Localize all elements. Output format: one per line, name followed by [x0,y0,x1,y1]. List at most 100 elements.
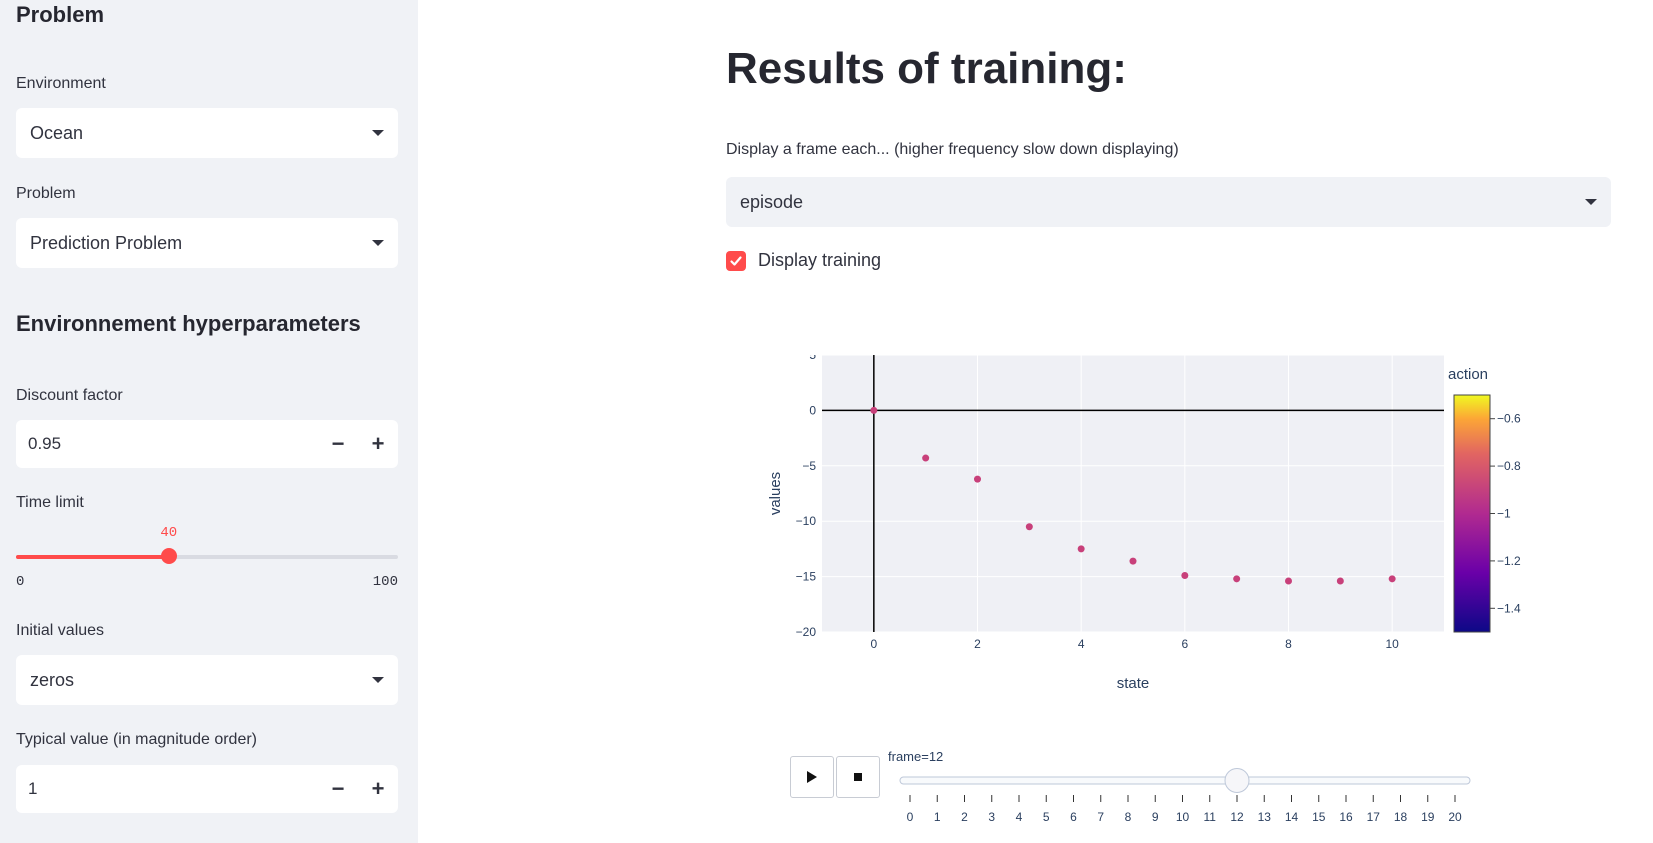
y-tick-label: −20 [796,625,817,639]
slider-value: 40 [160,525,178,541]
data-point[interactable] [1025,523,1033,531]
frame-tick-label: 0 [907,810,914,824]
frame-tick-label: 4 [1016,810,1023,824]
problem-value: Prediction Problem [30,232,183,253]
y-tick-label: 5 [809,355,816,362]
discount-factor-label: Discount factor [16,387,123,404]
frame-tick-label: 14 [1285,810,1299,824]
x-tick-labels: 0 2 4 6 8 10 [870,637,1399,651]
frame-tick-label: 11 [1204,810,1217,824]
frame-tick-label: 3 [988,810,995,824]
frame-tick-label: 17 [1367,810,1381,824]
env-hyperparameters-heading: Environnement hyperparameters [16,311,361,336]
chevron-down-icon [372,677,384,683]
time-limit-label: Time limit [16,494,84,511]
chevron-down-icon [372,130,384,136]
data-point[interactable] [1233,575,1241,583]
initial-values-label: Initial values [16,622,105,639]
frame-ticks: 0 1 2 3 4 5 6 7 8 9 10 11 12 13 14 15 16 17 18 19 20 [907,795,1462,824]
initial-values-value: zeros [30,669,75,690]
data-points[interactable] [870,406,1396,585]
frame-slider[interactable]: 0 1 2 3 4 5 6 7 8 9 10 11 12 13 14 15 16 17 18 19 20 [890,768,1490,828]
plot-area [822,355,1444,632]
problem-heading: Problem [16,2,105,27]
colorbar-tick-label: −0.8 [1497,459,1521,473]
y-tick-labels: 5 0 −5 −10 −15 −20 [796,348,817,639]
problem-select[interactable]: Prediction Problem [16,218,398,268]
frame-tick-label: 12 [1230,810,1244,824]
chevron-down-icon [372,240,384,246]
x-tick-label: 4 [1078,637,1085,651]
y-tick-label: −10 [796,514,817,528]
data-point[interactable] [922,454,930,462]
frame-tick-label: 13 [1258,810,1272,824]
frame-slider-track[interactable] [899,776,1471,785]
stop-button[interactable] [836,756,880,798]
problem-label: Problem [16,185,76,202]
frame-tick-label: 15 [1312,810,1326,824]
page-title: Results of training: [726,44,1127,93]
checkbox-checked-icon[interactable] [726,250,746,271]
frame-tick-label: 16 [1339,810,1353,824]
x-tick-label: 6 [1181,637,1188,651]
y-tick-label: 0 [809,403,816,417]
data-point[interactable] [1129,557,1137,565]
stop-icon [854,773,862,781]
frame-tick-label: 5 [1043,810,1050,824]
increment-button[interactable]: + [371,776,385,801]
frame-tick-label: 2 [961,810,968,824]
frame-select-label: Display a frame each... (higher frequenc… [726,141,1179,158]
frame-tick-label: 9 [1152,810,1159,824]
frame-select[interactable]: episode [726,177,1611,227]
display-training-checkbox[interactable]: Display training [726,250,881,271]
x-axis-label: state [1117,675,1150,692]
data-point[interactable] [1336,577,1344,585]
data-point[interactable] [870,406,878,414]
y-tick-label: −15 [796,570,817,584]
environment-label: Environment [16,75,106,92]
frame-tick-label: 18 [1394,810,1408,824]
y-axis-label: values [767,472,784,515]
colorbar-tick-label: −1.4 [1497,601,1521,615]
x-tick-label: 2 [974,637,981,651]
discount-factor-value[interactable]: 0.95 [28,434,62,453]
data-point[interactable] [1388,575,1396,583]
environment-select[interactable]: Ocean [16,108,398,158]
chevron-down-icon [1585,199,1597,205]
data-point[interactable] [1181,571,1189,579]
frame-tick-label: 10 [1176,810,1190,824]
data-point[interactable] [1285,577,1292,585]
initial-values-select[interactable]: zeros [16,655,398,705]
frame-tick-label: 19 [1421,810,1435,824]
slider-thumb[interactable] [160,548,177,564]
decrement-button[interactable]: − [331,776,345,801]
sidebar: Problem Environment Ocean Problem Predic… [0,0,418,843]
x-tick-label: 0 [870,637,877,651]
zero-lines [822,355,1444,632]
frame-select-value: episode [740,191,804,212]
colorbar-tick-label: −1.2 [1497,554,1521,568]
scatter-chart[interactable]: 0 2 4 6 8 10 5 0 −5 −10 −15 −20 state values actio… [760,348,1580,745]
training-plot[interactable]: 0 2 4 6 8 10 5 0 −5 −10 −15 −20 state values actio… [760,348,1580,750]
play-button[interactable] [790,756,834,798]
colorbar-ticks: −0.6 −0.8 −1 −1.2 −1.4 [1490,412,1521,615]
discount-factor-input[interactable]: 0.95 − + [16,420,398,468]
time-limit-slider[interactable]: 40 [16,525,398,564]
slider-max: 100 [372,574,398,590]
typical-value-label: Typical value (in magnitude order) [16,731,258,748]
typical-value-value[interactable]: 1 [28,779,38,798]
decrement-button[interactable]: − [331,431,345,456]
colorbar-title: action [1448,366,1488,383]
display-training-label: Display training [758,250,882,270]
colorbar-tick-label: −1 [1497,507,1511,521]
slider-fill [16,555,169,559]
frame-slider-thumb[interactable] [1224,768,1250,793]
slider-min: 0 [16,574,25,590]
typical-value-input[interactable]: 1 − + [16,765,398,813]
data-point[interactable] [1077,545,1085,553]
x-tick-label: 10 [1385,637,1399,651]
data-point[interactable] [974,475,981,483]
frame-tick-label: 6 [1070,810,1077,824]
frame-tick-label: 8 [1125,810,1132,824]
increment-button[interactable]: + [371,431,385,456]
